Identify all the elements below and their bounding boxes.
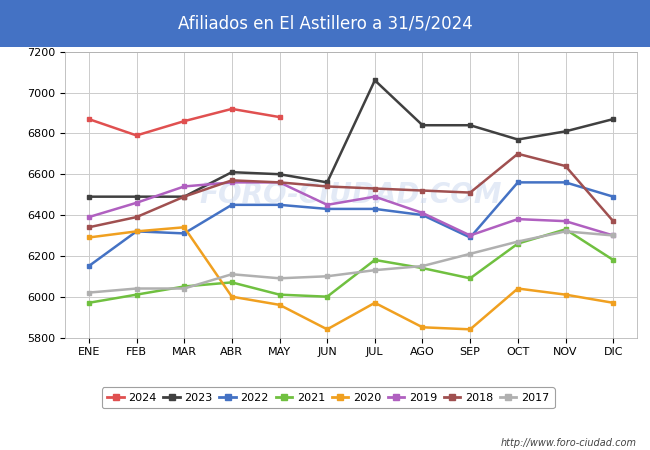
- Legend: 2024, 2023, 2022, 2021, 2020, 2019, 2018, 2017: 2024, 2023, 2022, 2021, 2020, 2019, 2018…: [101, 387, 554, 409]
- Text: Afiliados en El Astillero a 31/5/2024: Afiliados en El Astillero a 31/5/2024: [177, 14, 473, 33]
- Text: http://www.foro-ciudad.com: http://www.foro-ciudad.com: [501, 438, 637, 448]
- Text: FORO-CIUDAD.COM: FORO-CIUDAD.COM: [200, 180, 502, 209]
